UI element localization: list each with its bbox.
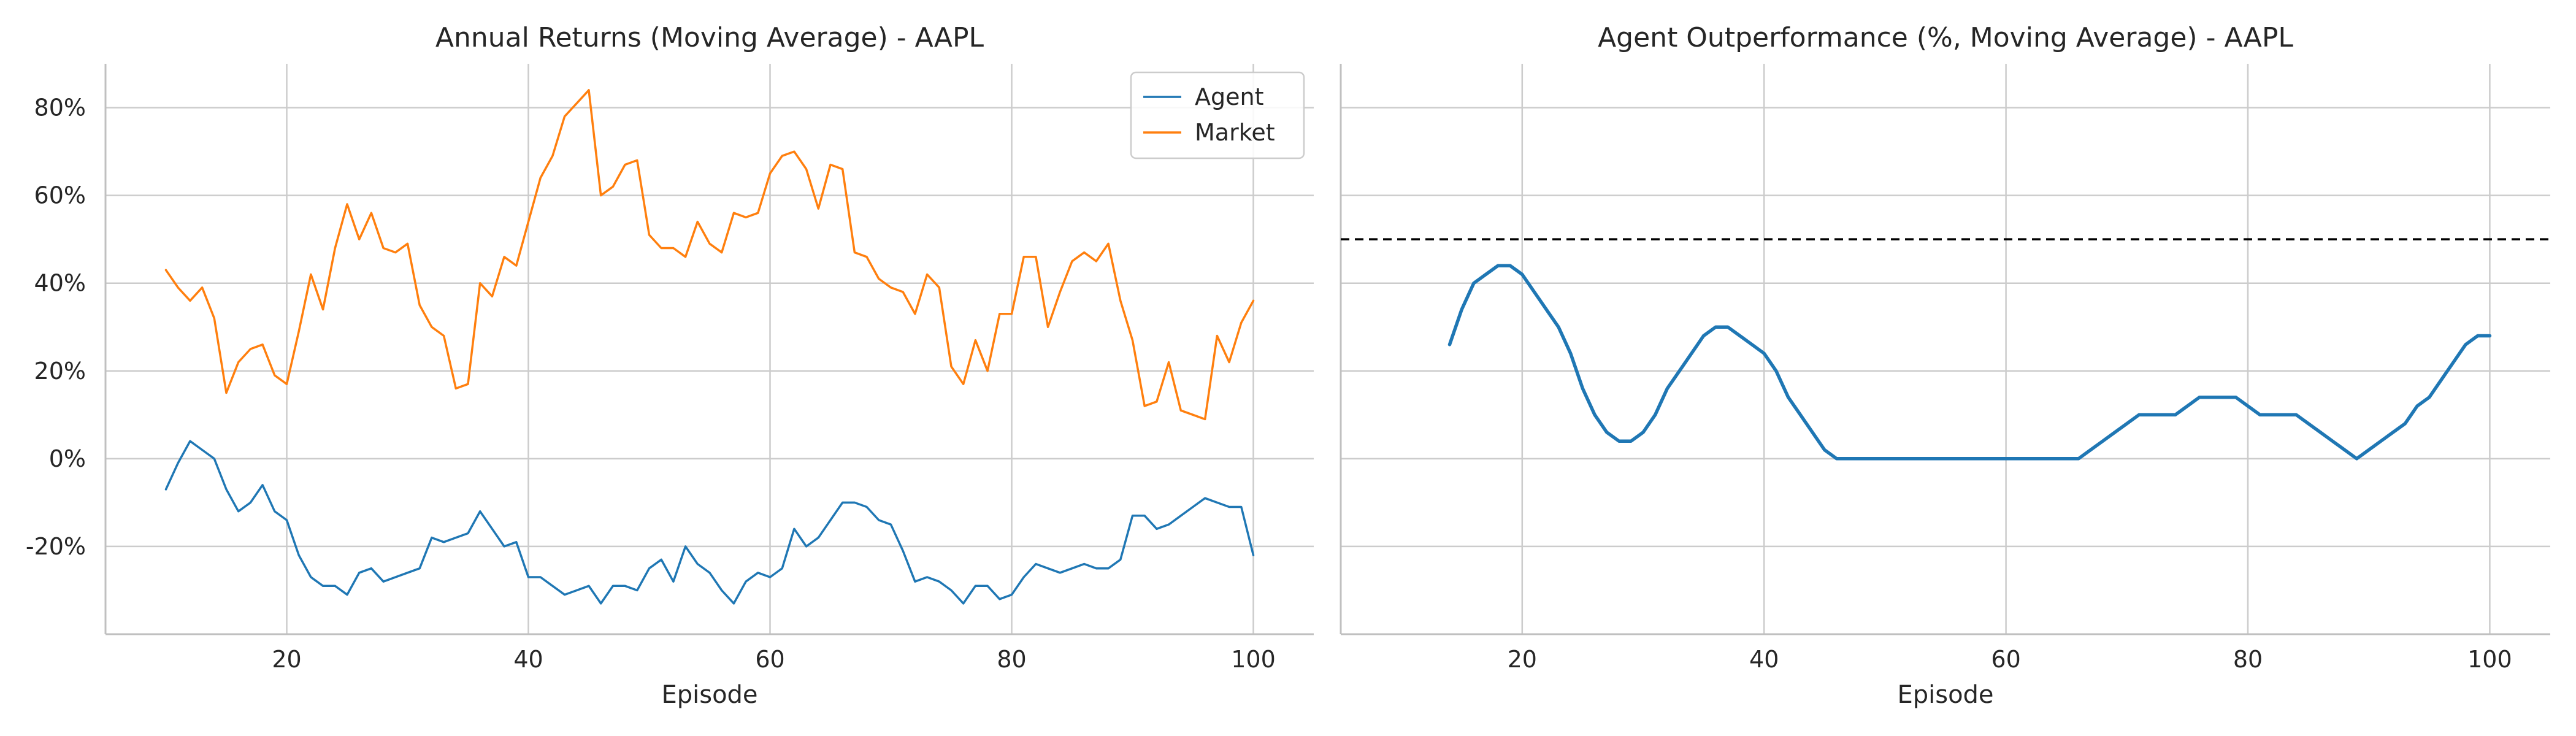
annual-returns-spines xyxy=(104,64,1314,635)
y-tick-label: 20% xyxy=(34,358,86,385)
x-tick-label: 20 xyxy=(272,646,301,673)
x-tick-label: 60 xyxy=(755,646,784,673)
legend-label-agent: Agent xyxy=(1195,83,1263,110)
agent-series-line xyxy=(164,440,1255,605)
annual-returns-xlabel: Episode xyxy=(661,681,757,709)
outperformance-ticks: 20 40 60 80 100 xyxy=(1508,646,2512,673)
y-tick-label: 60% xyxy=(34,182,86,209)
x-tick-label: 100 xyxy=(1231,646,1276,673)
y-tick-label: 80% xyxy=(34,94,86,121)
x-tick-label: 40 xyxy=(1749,646,1779,673)
outperformance-grid xyxy=(1341,64,2550,634)
annual-returns-panel: 20 40 60 80 100 -20% 0% 20% 40% 60% 80% Annual Ret… xyxy=(26,22,1314,709)
market-series-line xyxy=(164,89,1255,421)
annual-returns-ticks: 20 40 60 80 100 -20% 0% 20% 40% 60% 80% xyxy=(26,94,1276,673)
x-tick-label: 80 xyxy=(997,646,1026,673)
agent-outperformance-panel: 20 40 60 80 100 Agent Outperformance (%, Mov… xyxy=(1340,22,2550,709)
x-tick-label: 80 xyxy=(2233,646,2263,673)
annual-returns-series xyxy=(164,89,1255,605)
annual-returns-grid xyxy=(105,64,1314,634)
x-tick-label: 20 xyxy=(1508,646,1537,673)
y-tick-label: 40% xyxy=(34,270,86,297)
outperformance-series xyxy=(1447,264,2492,461)
x-tick-label: 40 xyxy=(513,646,543,673)
outperformance-spines xyxy=(1340,64,2550,635)
annual-returns-title: Annual Returns (Moving Average) - AAPL xyxy=(435,22,984,53)
x-tick-label: 100 xyxy=(2467,646,2512,673)
annual-returns-legend: Agent Market xyxy=(1130,71,1305,159)
legend-box xyxy=(1130,71,1305,159)
outperformance-series-line xyxy=(1447,264,2492,461)
x-tick-label: 60 xyxy=(1991,646,2020,673)
y-tick-label: -20% xyxy=(26,533,86,560)
outperformance-title: Agent Outperformance (%, Moving Average)… xyxy=(1598,22,2293,53)
y-tick-label: 0% xyxy=(49,445,86,472)
legend-label-market: Market xyxy=(1195,119,1275,146)
outperformance-xlabel: Episode xyxy=(1897,681,1993,709)
